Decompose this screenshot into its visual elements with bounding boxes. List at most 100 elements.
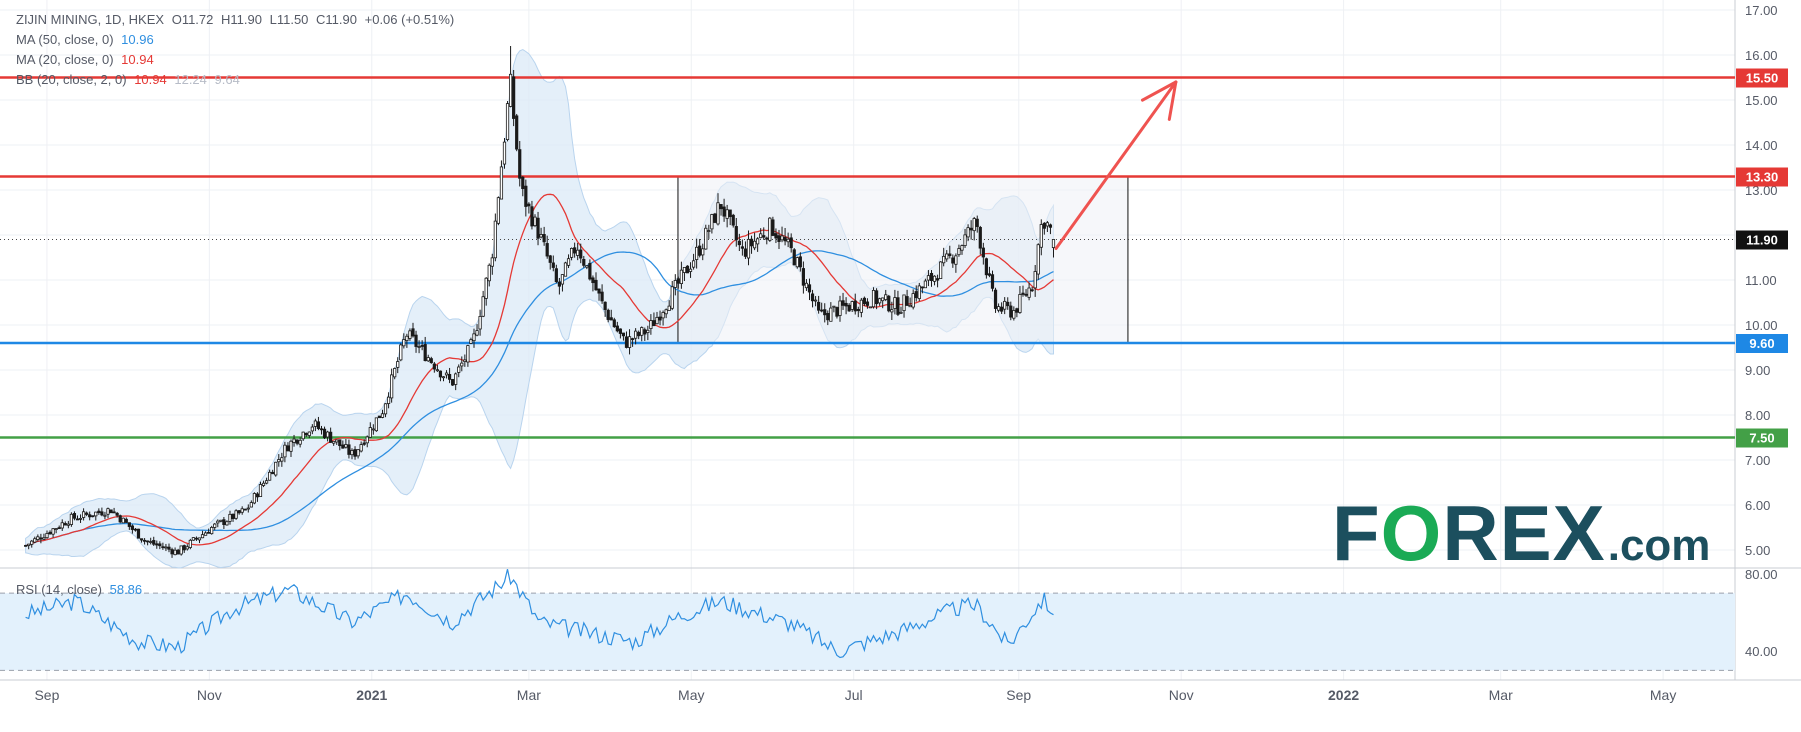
rsi-tick-label-1: 40.00 <box>1745 644 1778 659</box>
candle-body-43 <box>155 543 159 546</box>
candle-body-283 <box>887 295 891 312</box>
candle-body-244 <box>768 217 772 241</box>
candle-body-26 <box>103 514 107 517</box>
candle-body-162 <box>518 149 522 179</box>
candle-body-316 <box>987 273 992 276</box>
candle-body-181 <box>576 249 580 256</box>
candle-body-29 <box>112 511 116 514</box>
ma50-legend: MA (50, close, 0) 10.96 <box>16 32 158 48</box>
candle-body-225 <box>710 214 714 230</box>
candle-body-164 <box>524 185 528 207</box>
candle-body-114 <box>371 428 375 431</box>
candle-body-170 <box>542 234 546 243</box>
candle-body-132 <box>426 357 430 362</box>
candle-body-333 <box>1039 224 1043 248</box>
candle-body-245 <box>771 219 775 236</box>
candle-body-125 <box>405 335 409 341</box>
candle-body-265 <box>832 305 836 308</box>
candle-body-255 <box>801 268 805 286</box>
candle-body-228 <box>719 204 723 210</box>
candle-body-86 <box>286 445 290 452</box>
candle-body-248 <box>780 235 784 241</box>
candle-body-288 <box>902 294 906 312</box>
candle-body-226 <box>713 213 717 223</box>
rsi-band-fill <box>0 593 1735 671</box>
candle-body-119 <box>386 396 391 404</box>
candle-body-322 <box>1006 301 1010 307</box>
candle-body-148 <box>475 330 479 336</box>
change-value: +0.06 (+0.51%) <box>364 12 455 27</box>
candle-body-319 <box>996 306 1001 311</box>
candle-body-112 <box>365 436 369 444</box>
candle-body-101 <box>332 440 336 444</box>
candle-body-307 <box>960 245 964 251</box>
candle-body-131 <box>423 344 427 361</box>
candle-body-156 <box>499 166 504 200</box>
candle-body-167 <box>533 216 537 227</box>
candle-body-317 <box>990 274 995 289</box>
candle-body-113 <box>368 427 372 438</box>
candle-body-194 <box>615 325 619 332</box>
candle-body-87 <box>289 440 293 452</box>
candle-body-308 <box>963 234 967 246</box>
candles-group <box>24 46 1056 558</box>
candle-body-277 <box>868 306 873 309</box>
candle-body-184 <box>585 265 589 268</box>
price-tick-label-6: 11.00 <box>1745 273 1777 288</box>
candle-body-63 <box>216 520 220 524</box>
candle-body-168 <box>536 217 540 239</box>
candle-body-213 <box>673 280 677 288</box>
candle-body-261 <box>820 309 824 312</box>
candle-body-204 <box>646 329 650 334</box>
candle-body-13 <box>63 523 67 526</box>
price-tick-label-7: 10.00 <box>1745 318 1778 333</box>
candle-body-172 <box>548 255 552 263</box>
candle-body-89 <box>295 439 299 444</box>
candle-body-252 <box>792 249 796 266</box>
candle-body-27 <box>106 508 110 515</box>
rsi-legend: RSI (14, close) 58.86 <box>16 582 146 598</box>
candle-body-233 <box>734 226 738 241</box>
candle-body-329 <box>1027 287 1031 298</box>
candle-body-318 <box>993 289 998 309</box>
rsi-value: 58.86 <box>109 582 143 597</box>
candle-body-48 <box>170 549 174 555</box>
candle-body-85 <box>283 444 287 458</box>
candle-body-51 <box>179 545 183 555</box>
candle-body-106 <box>347 444 351 455</box>
candle-body-313 <box>978 226 982 249</box>
candle-body-10 <box>54 528 58 530</box>
candle-body-157 <box>502 141 507 165</box>
candle-body-257 <box>807 284 812 293</box>
candle-body-75 <box>252 493 256 504</box>
candle-body-150 <box>481 296 485 317</box>
candle-body-47 <box>167 546 171 550</box>
candle-body-97 <box>319 428 324 431</box>
candle-body-219 <box>691 260 696 268</box>
candle-body-139 <box>447 374 452 380</box>
candle-body-82 <box>274 461 278 476</box>
level-tag-2 <box>1736 334 1788 353</box>
candle-body-258 <box>810 293 815 302</box>
price-tick-label-12: 5.00 <box>1745 543 1770 558</box>
candle-body-278 <box>871 289 876 308</box>
candle-body-306 <box>957 248 961 256</box>
candle-body-105 <box>344 444 348 448</box>
consolidation-box <box>677 176 1129 344</box>
candle-body-179 <box>569 247 574 258</box>
candle-body-61 <box>210 527 214 535</box>
candle-body-2 <box>30 540 34 545</box>
ma20-value: 10.94 <box>121 52 154 67</box>
candle-body-197 <box>624 336 629 348</box>
ma20-line <box>25 193 1054 547</box>
candle-body-196 <box>621 332 626 337</box>
logo-text-o: O <box>1380 489 1443 577</box>
candle-body-236 <box>743 248 748 257</box>
candle-body-334 <box>1042 222 1046 229</box>
candle-body-33 <box>124 518 128 523</box>
candle-body-60 <box>207 531 211 534</box>
candle-body-254 <box>798 256 802 268</box>
symbol-label: ZIJIN MINING, 1D, HKEX <box>16 12 165 27</box>
